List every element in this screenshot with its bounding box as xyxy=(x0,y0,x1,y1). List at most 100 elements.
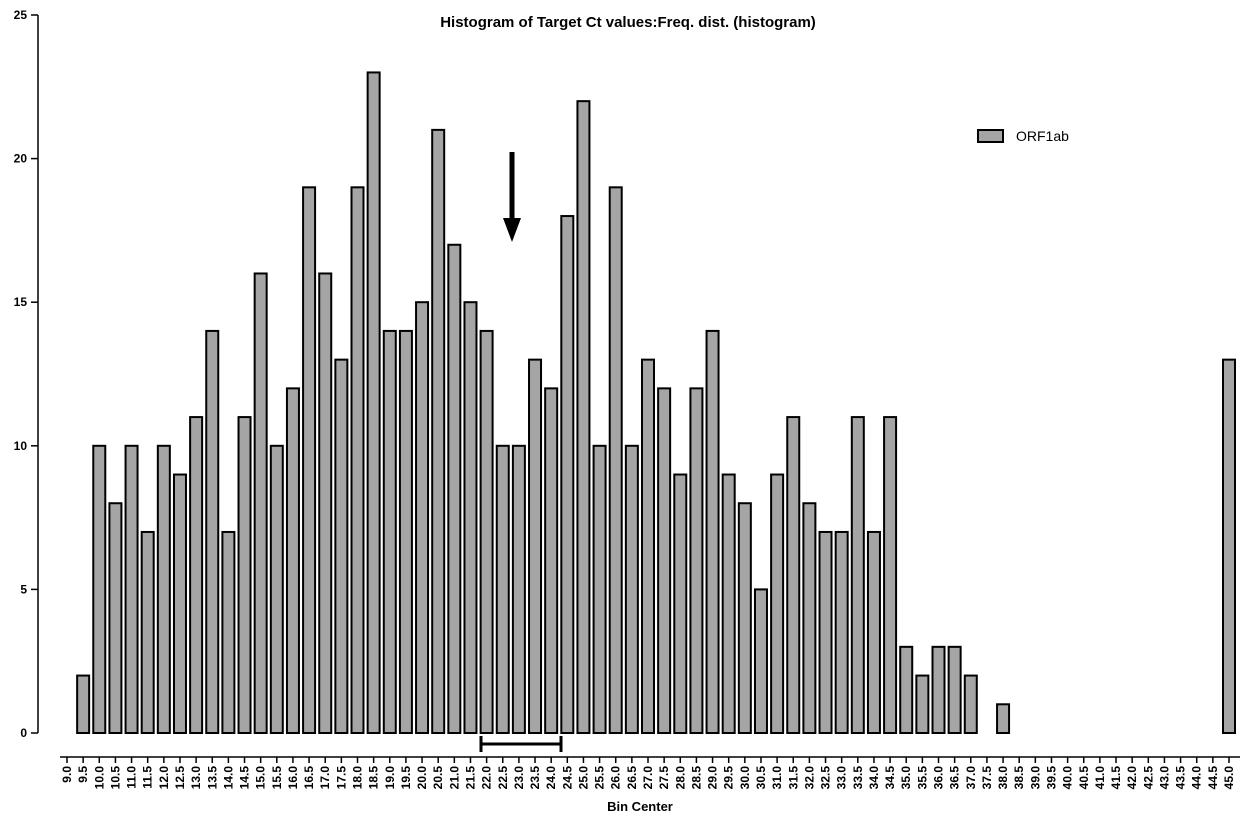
x-tick-label: 31.5 xyxy=(786,766,800,790)
x-tick-label: 33.5 xyxy=(851,766,865,790)
bar xyxy=(657,387,672,734)
range-bracket xyxy=(479,736,563,752)
x-tick-label: 17.0 xyxy=(318,766,332,790)
bar xyxy=(947,645,962,735)
x-tick-label: 34.5 xyxy=(883,766,897,790)
bar xyxy=(705,329,720,734)
x-tick-label: 32.0 xyxy=(802,766,816,790)
bar xyxy=(689,387,704,734)
bar xyxy=(850,416,865,734)
x-tick-label: 26.0 xyxy=(609,766,623,790)
bar xyxy=(156,444,171,734)
bar xyxy=(253,272,268,734)
bar xyxy=(108,502,123,734)
x-tick-label: 21.5 xyxy=(463,766,477,790)
bar xyxy=(996,703,1011,735)
x-tick-label: 37.0 xyxy=(964,766,978,790)
x-tick-label: 28.5 xyxy=(689,766,703,790)
x-tick-label: 11.0 xyxy=(125,766,139,789)
x-tick-label: 45.0 xyxy=(1222,766,1236,790)
x-tick-label: 23.5 xyxy=(528,766,542,790)
bar xyxy=(511,444,526,734)
bar xyxy=(285,387,300,734)
x-tick-label: 24.0 xyxy=(544,766,558,790)
bar xyxy=(544,387,559,734)
x-tick-label: 30.5 xyxy=(754,766,768,790)
bar xyxy=(205,329,220,734)
x-tick-label: 22.0 xyxy=(480,766,494,790)
bar xyxy=(624,444,639,734)
bar xyxy=(269,444,284,734)
bar xyxy=(770,473,785,734)
x-tick-label: 36.5 xyxy=(948,766,962,790)
x-tick-label: 29.5 xyxy=(722,766,736,790)
y-tick-label: 25 xyxy=(14,8,28,22)
x-tick-label: 19.0 xyxy=(383,766,397,790)
bar xyxy=(608,186,623,734)
x-tick-label: 32.5 xyxy=(819,766,833,790)
x-tick-label: 10.0 xyxy=(92,766,106,790)
bar xyxy=(963,674,978,734)
x-tick-label: 25.0 xyxy=(576,766,590,790)
chart-title: Histogram of Target Ct values:Freq. dist… xyxy=(440,14,816,31)
bar xyxy=(463,301,478,734)
y-tick-label: 10 xyxy=(14,439,28,453)
bar xyxy=(834,530,849,735)
x-tick-label: 44.5 xyxy=(1206,766,1220,790)
bar xyxy=(398,329,413,734)
bar xyxy=(140,530,155,735)
x-tick-label: 43.0 xyxy=(1157,766,1171,790)
x-tick-label: 16.0 xyxy=(286,766,300,790)
bar xyxy=(737,502,752,734)
x-tick-label: 13.5 xyxy=(205,766,219,790)
x-tick-label: 20.0 xyxy=(415,766,429,790)
x-tick-label: 10.5 xyxy=(108,766,122,790)
bar xyxy=(641,358,655,734)
x-tick-label: 38.0 xyxy=(996,766,1010,790)
x-tick-label: 41.0 xyxy=(1093,766,1107,790)
x-tick-label: 13.0 xyxy=(189,766,203,790)
bar xyxy=(318,272,333,734)
bar xyxy=(237,416,252,734)
x-tick-label: 15.0 xyxy=(254,766,268,790)
x-tick-label: 27.5 xyxy=(657,766,671,790)
bar xyxy=(673,473,688,734)
x-tick-label: 38.5 xyxy=(1012,766,1026,790)
y-tick-label: 20 xyxy=(14,152,28,166)
x-tick-label: 14.5 xyxy=(238,766,252,790)
x-tick-label: 16.5 xyxy=(302,766,316,790)
bar xyxy=(124,444,139,734)
bar xyxy=(221,530,236,735)
bar xyxy=(172,473,187,734)
x-tick-label: 12.5 xyxy=(173,766,187,790)
bar xyxy=(415,301,430,734)
y-tick-label: 0 xyxy=(20,726,27,740)
y-tick-label: 5 xyxy=(20,582,27,596)
x-tick-label: 41.5 xyxy=(1109,766,1123,790)
x-tick-label: 31.0 xyxy=(770,766,784,790)
x-tick-label: 40.5 xyxy=(1077,766,1091,790)
x-tick-label: 35.5 xyxy=(915,766,929,790)
arrow-annotation xyxy=(503,152,521,242)
bar xyxy=(931,645,946,735)
bar xyxy=(334,358,349,734)
x-tick-label: 24.5 xyxy=(560,766,574,790)
bar xyxy=(899,645,914,735)
bar xyxy=(528,358,543,734)
x-tick-label: 39.0 xyxy=(1028,766,1042,790)
x-tick-label: 21.0 xyxy=(447,766,461,790)
bar xyxy=(495,444,510,734)
x-tick-label: 18.0 xyxy=(351,766,365,790)
bar xyxy=(576,100,591,735)
x-tick-label: 42.5 xyxy=(1141,766,1155,790)
bar xyxy=(883,416,898,734)
bar xyxy=(189,416,204,734)
bar xyxy=(431,128,446,734)
x-tick-label: 9.0 xyxy=(60,766,74,783)
bar xyxy=(786,416,801,734)
legend-swatch xyxy=(977,129,1004,143)
x-tick-label: 40.0 xyxy=(1061,766,1075,790)
bar xyxy=(866,530,881,735)
bar xyxy=(592,444,607,734)
